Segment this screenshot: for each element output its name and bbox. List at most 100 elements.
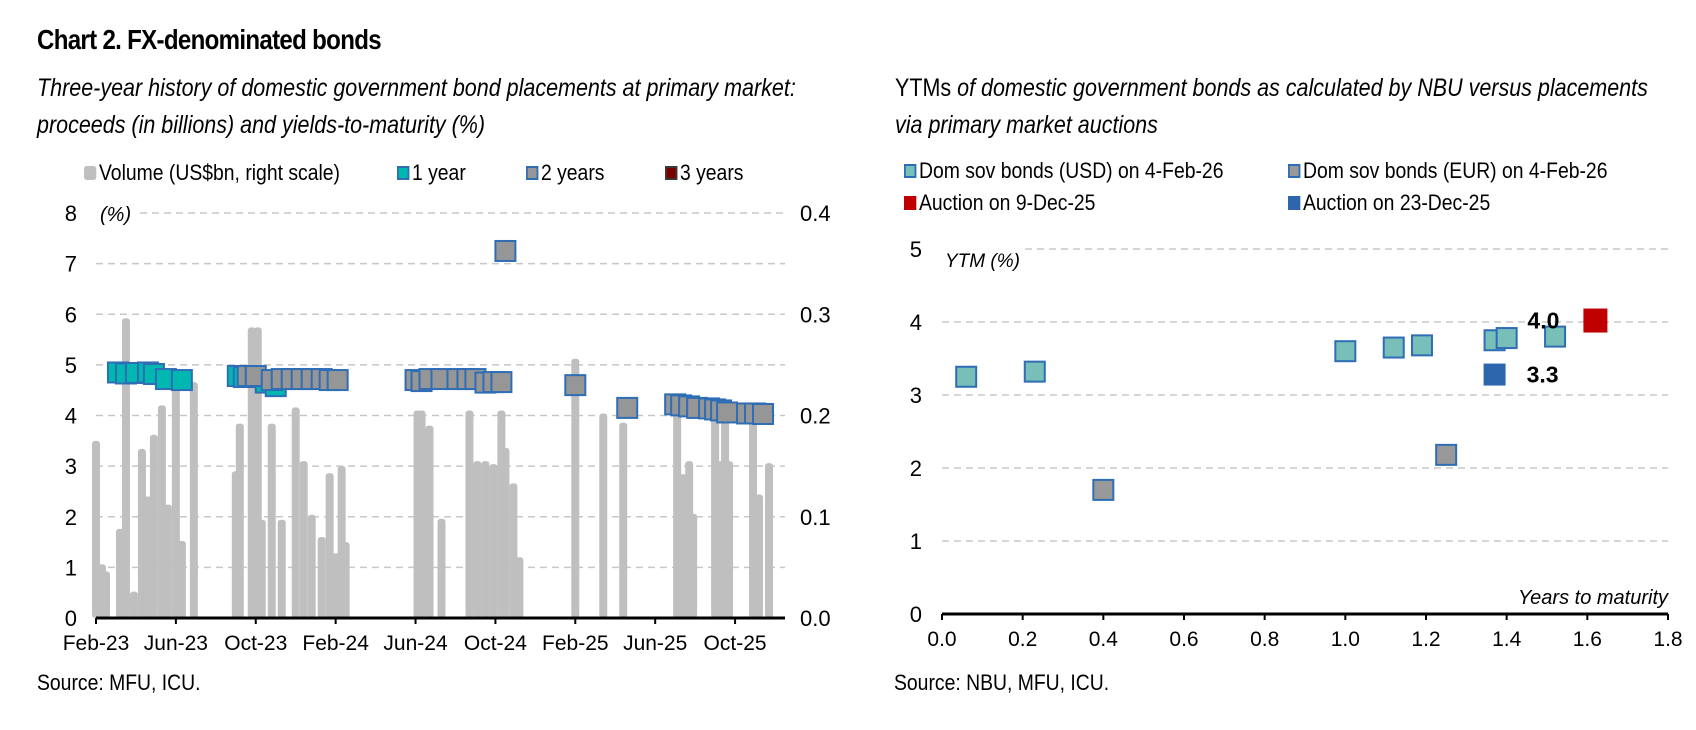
volume-bar xyxy=(163,504,172,618)
y-tick-label: 8 xyxy=(65,201,77,226)
volume-bar xyxy=(101,571,110,618)
volume-bar xyxy=(299,461,308,618)
marker-2-years xyxy=(752,402,775,425)
legend-swatch-auction-dec23 xyxy=(1288,196,1301,210)
legend-auction-dec23: Auction on 23-Dec-25 xyxy=(1288,190,1490,216)
x-tick-label: 0.2 xyxy=(1008,628,1037,651)
legend-label-auction-dec9: Auction on 9-Dec-25 xyxy=(918,190,1096,215)
legend-auction-dec9: Auction on 9-Dec-25 xyxy=(904,190,1095,216)
marker-2-years xyxy=(564,374,587,397)
volume-bar xyxy=(121,318,130,618)
volume-bar xyxy=(129,591,138,618)
legend-swatch-3-years xyxy=(665,166,678,180)
volume-bar xyxy=(571,358,580,618)
y-right-tick-label: 0.3 xyxy=(800,302,831,327)
legend-label-3-years: 3 years xyxy=(679,160,744,185)
y-tick-label: 0 xyxy=(65,606,77,631)
legend-label-volume: Volume (US$bn, right scale) xyxy=(98,160,340,185)
volume-bar xyxy=(725,461,734,618)
left-subtitle-line1: Three-year history of domestic governmen… xyxy=(37,74,796,102)
x-tick-label: 0.0 xyxy=(927,628,956,651)
right-chart: 0 1 2 3 4 5 YTM (%) Years to maturity 0.0 0.2 0.4 0… xyxy=(910,237,1683,651)
y-tick-label: 6 xyxy=(65,302,77,327)
x-tick-label: Feb-24 xyxy=(302,632,369,655)
volume-bar xyxy=(473,461,482,618)
volume-bar xyxy=(437,518,446,618)
legend-swatch-1-year xyxy=(397,166,410,180)
y-tick-label: 2 xyxy=(910,456,922,481)
legend-eur: Dom sov bonds (EUR) on 4-Feb-26 xyxy=(1288,158,1607,184)
x-tick-label: Jun-25 xyxy=(623,632,687,655)
volume-bar xyxy=(149,434,158,618)
chart-title: Chart 2. FX-denominated bonds xyxy=(37,24,382,55)
legend-swatch-auction-dec9 xyxy=(904,196,917,210)
y-right-tick-label: 0.4 xyxy=(800,201,831,226)
right-subtitle-line1: YTMs of domestic government bonds as cal… xyxy=(895,70,1648,107)
volume-bar xyxy=(689,513,698,618)
volume-bar xyxy=(189,382,198,618)
marker-usd xyxy=(1495,327,1518,350)
legend-2-years: 2 years xyxy=(526,160,604,186)
volume-bar xyxy=(765,463,774,618)
y-tick-label: 3 xyxy=(65,454,77,479)
volume-bar xyxy=(501,447,510,618)
y-right-tick-label: 0.2 xyxy=(800,404,831,429)
x-tick-label: Feb-25 xyxy=(542,632,609,655)
legend-label-usd: Dom sov bonds (USD) on 4-Feb-26 xyxy=(918,158,1224,183)
legend-swatch-eur xyxy=(1288,164,1301,178)
volume-bar xyxy=(267,423,276,618)
legend-label-2-years: 2 years xyxy=(540,160,605,185)
volume-bar xyxy=(481,461,490,618)
marker-usd xyxy=(1334,340,1357,363)
y-tick-label: 5 xyxy=(65,353,77,378)
y-tick-label: 4 xyxy=(910,310,922,335)
marker-2-years xyxy=(716,401,739,424)
volume-bar xyxy=(417,410,426,618)
x-tick-label: 0.8 xyxy=(1250,628,1279,651)
marker-2-years xyxy=(494,239,517,262)
x-tick-label: 1.4 xyxy=(1492,628,1522,651)
y-right-tick-label: 0.0 xyxy=(800,606,831,631)
y-axis-label: YTM (%) xyxy=(945,251,1020,272)
legend-swatch-usd xyxy=(904,164,917,178)
x-axis-label: Years to maturity xyxy=(1518,587,1669,609)
marker-eur xyxy=(1092,478,1115,501)
legend-label-eur: Dom sov bonds (EUR) on 4-Feb-26 xyxy=(1302,158,1608,183)
x-tick-label: 1.6 xyxy=(1573,628,1602,651)
legend-label-1-year: 1 year xyxy=(411,160,466,185)
volume-bar xyxy=(235,423,244,618)
y-tick-label: 0 xyxy=(910,602,922,627)
marker-usd xyxy=(1410,334,1433,357)
marker-eur xyxy=(1435,443,1458,466)
legend-swatch-2-years xyxy=(526,166,539,180)
marker-usd xyxy=(955,365,978,388)
volume-bar xyxy=(257,519,266,618)
right-source: Source: NBU, MFU, ICU. xyxy=(894,670,1110,695)
y-right-tick-label: 0.1 xyxy=(800,505,831,530)
y-axis-label: (%) xyxy=(100,204,131,226)
left-subtitle-line2: proceeds (in billions) and yields-to-mat… xyxy=(37,111,486,139)
x-tick-label: Jun-24 xyxy=(383,632,448,655)
x-tick-label: Oct-25 xyxy=(704,632,767,655)
y-tick-label: 5 xyxy=(910,237,922,262)
x-tick-label: 1.2 xyxy=(1411,628,1440,651)
left-chart: 0 1 2 3 4 5 6 7 8 0.0 0.1 0.2 0.3 0.4 (%) Feb-23 Jun-23 O… xyxy=(63,201,831,655)
volume-bar xyxy=(489,464,498,618)
volume-bar xyxy=(755,494,764,618)
volume-bar xyxy=(307,514,316,618)
left-source: Source: MFU, ICU. xyxy=(37,670,201,695)
data-label: 3.3 xyxy=(1527,362,1559,388)
marker-1-year xyxy=(170,369,193,392)
right-subtitle-bold: YTMs xyxy=(895,74,952,102)
y-tick-label: 3 xyxy=(910,383,922,408)
volume-bar xyxy=(515,557,524,618)
y-tick-label: 4 xyxy=(65,404,77,429)
volume-bar xyxy=(425,425,434,618)
marker-usd xyxy=(1544,325,1567,348)
x-tick-label: 0.4 xyxy=(1089,628,1119,651)
marker-2-years xyxy=(490,371,513,394)
y-tick-label: 2 xyxy=(65,505,77,530)
x-tick-label: Oct-23 xyxy=(224,632,287,655)
x-tick-label: Oct-24 xyxy=(464,632,527,655)
volume-bar xyxy=(317,537,326,618)
